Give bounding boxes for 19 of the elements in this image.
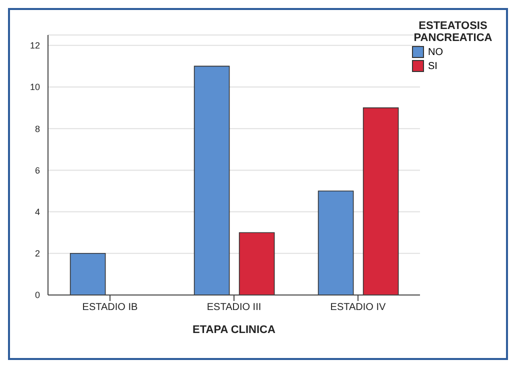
y-tick-label: 10 xyxy=(30,82,40,92)
bar xyxy=(318,190,354,295)
y-tick-label: 8 xyxy=(34,124,40,134)
x-tick-label: ESTADIO IB xyxy=(82,302,138,314)
y-tick-label: 0 xyxy=(34,290,40,300)
x-tick-label: ESTADIO IV xyxy=(330,302,386,314)
bar xyxy=(362,107,399,295)
bar xyxy=(70,253,106,295)
legend-label: SI xyxy=(428,60,438,72)
y-tick-label: 4 xyxy=(34,206,40,217)
y-tick-label: 12 xyxy=(30,40,40,51)
legend-title: ESTEATOSIS PANCREATICA xyxy=(412,20,494,44)
x-tick-label: ESTADIO III xyxy=(206,302,262,314)
bar xyxy=(238,232,275,295)
x-axis-title: ETAPA CLINICA xyxy=(192,324,276,336)
bar xyxy=(194,66,230,295)
legend-label: NO xyxy=(428,46,443,58)
y-tick-label: 6 xyxy=(34,165,40,176)
y-tick-label: 2 xyxy=(34,248,40,259)
